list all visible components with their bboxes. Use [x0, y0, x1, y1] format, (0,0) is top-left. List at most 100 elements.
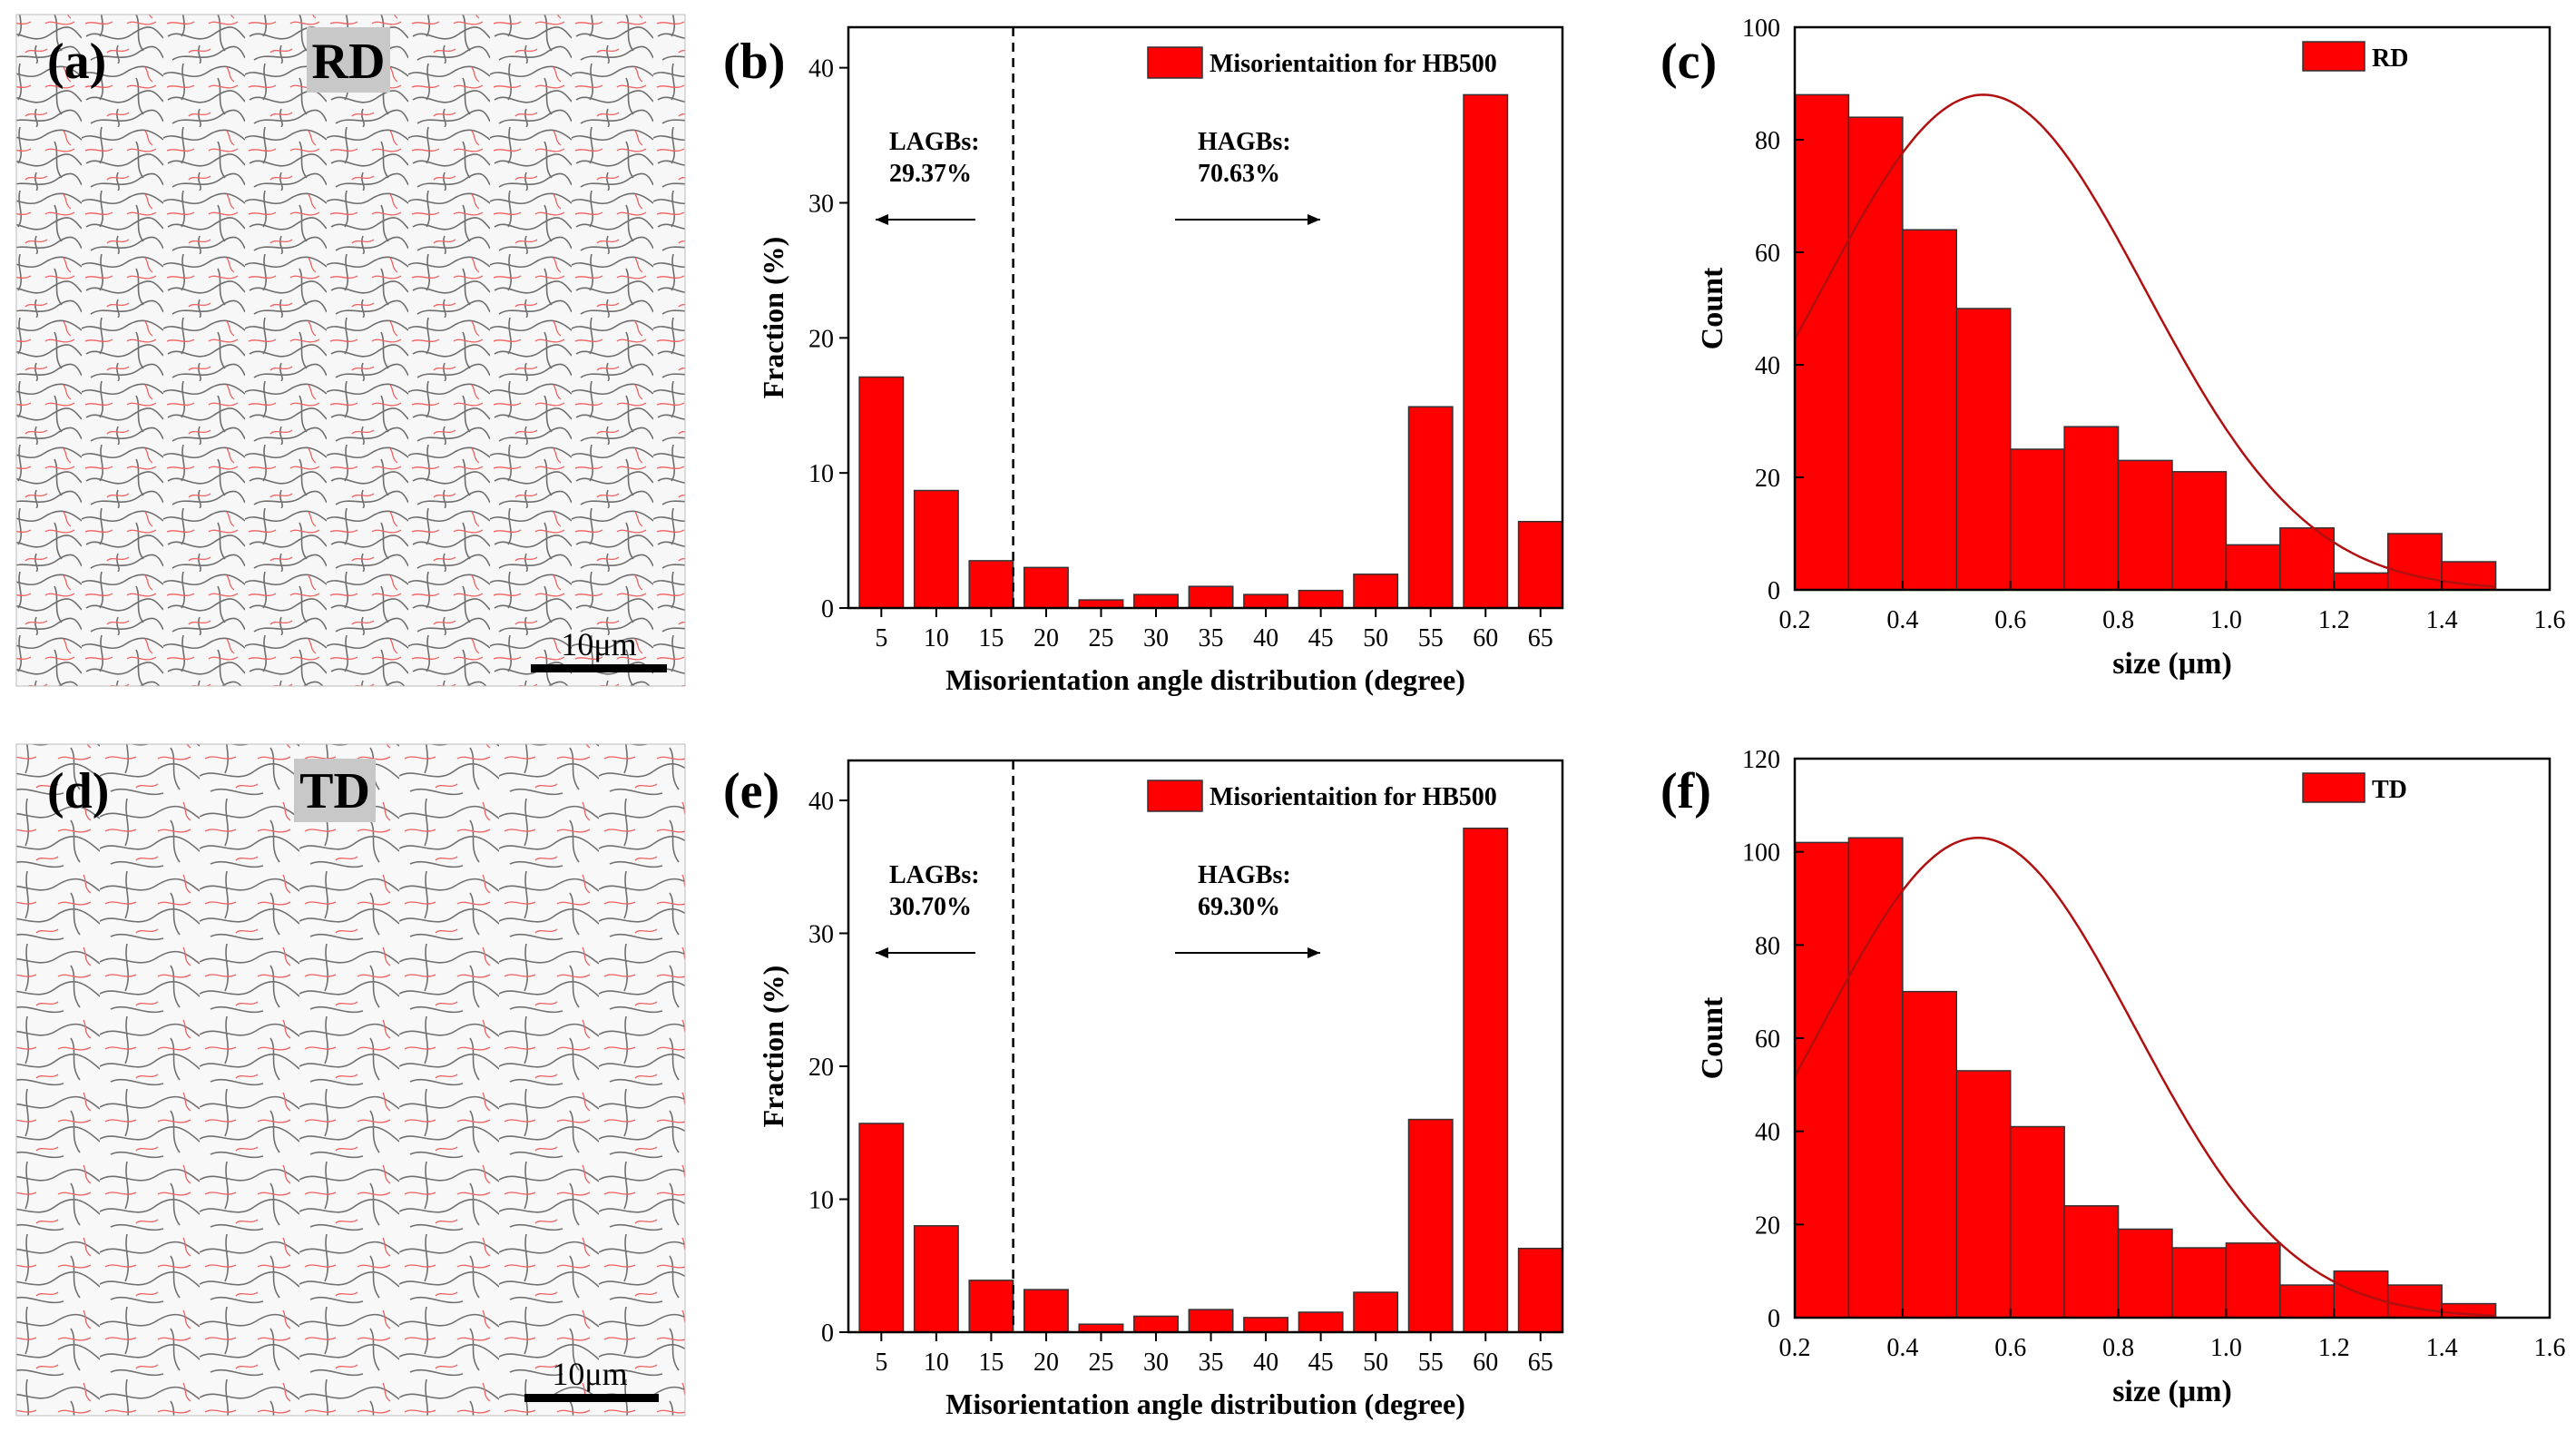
size1-xtick-label: 1.4 — [2426, 1334, 2458, 1362]
mis0-bar-50 — [1353, 574, 1399, 609]
size0-x-axis-label: size (μm) — [2112, 647, 2232, 681]
size0-bar-4 — [2009, 448, 2065, 591]
mis0-hagb-arrowhead — [1308, 214, 1320, 225]
panel-label-e: (e) — [723, 763, 779, 819]
misorientation-chart-td: 5 10 15 20 25 30 35 40 45 50 55 60 65 0 10 20 30 40 LAGBs:… — [757, 759, 1564, 1420]
mis1-bar-30 — [1133, 1315, 1179, 1333]
mis1-bar-40 — [1243, 1317, 1289, 1333]
td-label-box — [294, 759, 376, 822]
mis1-bar-55 — [1407, 1118, 1454, 1333]
size1-bar-11 — [2386, 1284, 2443, 1319]
mis1-xtick-label: 15 — [978, 1349, 1004, 1377]
misorientation-chart-rd: 5 10 15 20 25 30 35 40 45 50 55 60 65 0 10 20 30 40 LAGBs:… — [757, 25, 1564, 696]
size1-gaussian-fit-curve — [1793, 837, 2496, 1318]
grain-size-chart-td: 0.2 0.4 0.6 0.8 1.0 1.2 1.4 1.6 0 20 40 60 80 100 120 T… — [1696, 746, 2566, 1408]
mis1-axes-frame — [847, 759, 1564, 1334]
mis1-bar-15 — [968, 1280, 1014, 1333]
size1-x-axis-label: size (μm) — [2112, 1375, 2232, 1408]
mis0-bar-30 — [1133, 593, 1179, 609]
mis1-bar-25 — [1078, 1323, 1124, 1333]
mis1-xtick-label: 20 — [1033, 1349, 1059, 1377]
mis0-xtick-label: 55 — [1418, 624, 1444, 652]
mis1-bar-45 — [1298, 1311, 1344, 1333]
size1-bar-9 — [2279, 1284, 2336, 1319]
size0-bar-1 — [1847, 116, 1904, 591]
mis0-ytick-label: 30 — [808, 190, 834, 218]
mis0-ytick-label: 10 — [808, 460, 834, 488]
mis0-axes-frame — [847, 25, 1564, 610]
size1-ytick-label: 80 — [1755, 932, 1780, 960]
mis1-xtick-label: 55 — [1418, 1349, 1444, 1377]
size1-bar-3 — [1955, 1070, 2012, 1319]
mis0-lagb-name: LAGBs: — [889, 128, 980, 156]
size0-xtick-label: 0.2 — [1779, 606, 1811, 634]
size1-ytick-label: 40 — [1755, 1119, 1780, 1147]
size0-bar-8 — [2225, 544, 2281, 591]
size0-ytick-label: 100 — [1742, 15, 1780, 43]
mis0-bar-55 — [1407, 406, 1454, 609]
size1-bar-2 — [1902, 990, 1958, 1319]
size0-bar-6 — [2117, 459, 2173, 591]
micrograph-td: TD 10μm — [15, 743, 686, 1417]
mis0-bar-40 — [1243, 593, 1289, 609]
mis1-xtick-label: 45 — [1308, 1349, 1334, 1377]
mis0-xtick-label: 50 — [1363, 624, 1388, 652]
size1-legend-swatch — [2302, 772, 2365, 803]
size0-ytick-label: 0 — [1768, 577, 1780, 605]
size1-bar-5 — [2063, 1205, 2120, 1319]
mis1-bar-65 — [1517, 1247, 1563, 1333]
panel-label-c: (c) — [1660, 34, 1717, 90]
mis0-xtick-label: 5 — [875, 624, 887, 652]
mis1-ytick-label: 0 — [821, 1319, 834, 1348]
size1-ytick-label: 60 — [1755, 1025, 1780, 1054]
mis0-legend-label: Misorientaition for HB500 — [1210, 50, 1497, 78]
mis1-bar-35 — [1188, 1309, 1234, 1333]
grain-size-chart-rd: 0.2 0.4 0.6 0.8 1.0 1.2 1.4 1.6 0 20 40 60 80 100 RD si… — [1696, 15, 2566, 681]
micrograph-rd-image — [15, 14, 686, 687]
size1-bar-7 — [2171, 1247, 2228, 1319]
mis1-ytick-label: 40 — [808, 788, 834, 816]
mis0-bar-25 — [1078, 599, 1124, 609]
scale-bar-label-td: 10μm — [552, 1356, 627, 1392]
mis1-x-axis-label: Misorientation angle distribution (degre… — [945, 1388, 1465, 1420]
mis1-bar-50 — [1353, 1291, 1399, 1333]
size0-bar-0 — [1794, 93, 1850, 591]
size1-axes-frame — [1793, 757, 2552, 1319]
mis1-bar-60 — [1463, 827, 1509, 1333]
mis0-y-axis-label: Fraction (%) — [757, 237, 789, 399]
size1-y-axis-label: Count — [1696, 996, 1729, 1079]
mis0-legend-swatch — [1147, 46, 1203, 79]
mis1-lagb-name: LAGBs: — [889, 861, 980, 889]
size1-bar-1 — [1847, 837, 1904, 1319]
mis0-bar-20 — [1023, 566, 1069, 609]
mis0-xtick-label: 60 — [1473, 624, 1498, 652]
mis1-xtick-label: 25 — [1088, 1349, 1113, 1377]
size0-xtick-label: 0.4 — [1886, 606, 1918, 634]
size0-ytick-label: 40 — [1755, 352, 1780, 380]
mis1-bar-5 — [858, 1123, 905, 1333]
mis1-hagb-value: 69.30% — [1198, 893, 1280, 921]
mis1-legend-swatch — [1147, 780, 1203, 812]
mis1-xtick-label: 60 — [1473, 1349, 1498, 1377]
mis0-xtick-label: 65 — [1528, 624, 1553, 652]
scale-bar-td — [524, 1394, 659, 1402]
size1-xtick-label: 0.6 — [1994, 1334, 2026, 1362]
size0-gaussian-fit-curve — [1793, 93, 2496, 588]
mis1-xtick-label: 50 — [1363, 1349, 1388, 1377]
size0-xtick-label: 1.0 — [2210, 606, 2242, 634]
mis0-x-axis-label: Misorientation angle distribution (degre… — [945, 663, 1465, 696]
size1-bar-0 — [1794, 841, 1850, 1319]
mis1-y-axis-label: Fraction (%) — [757, 966, 789, 1128]
mis1-hagb-name: HAGBs: — [1198, 861, 1291, 889]
mis1-ytick-label: 10 — [808, 1186, 834, 1214]
size0-bar-11 — [2386, 533, 2443, 591]
size1-xtick-label: 1.6 — [2534, 1334, 2566, 1362]
size0-bar-9 — [2279, 527, 2336, 591]
scale-bar-label-rd: 10μm — [561, 626, 636, 662]
size1-xtick-label: 1.2 — [2318, 1334, 2350, 1362]
size0-ytick-label: 20 — [1755, 465, 1780, 493]
mis1-bar-10 — [913, 1225, 959, 1333]
size0-bar-2 — [1902, 229, 1958, 591]
mis0-hagb-name: HAGBs: — [1198, 128, 1291, 156]
